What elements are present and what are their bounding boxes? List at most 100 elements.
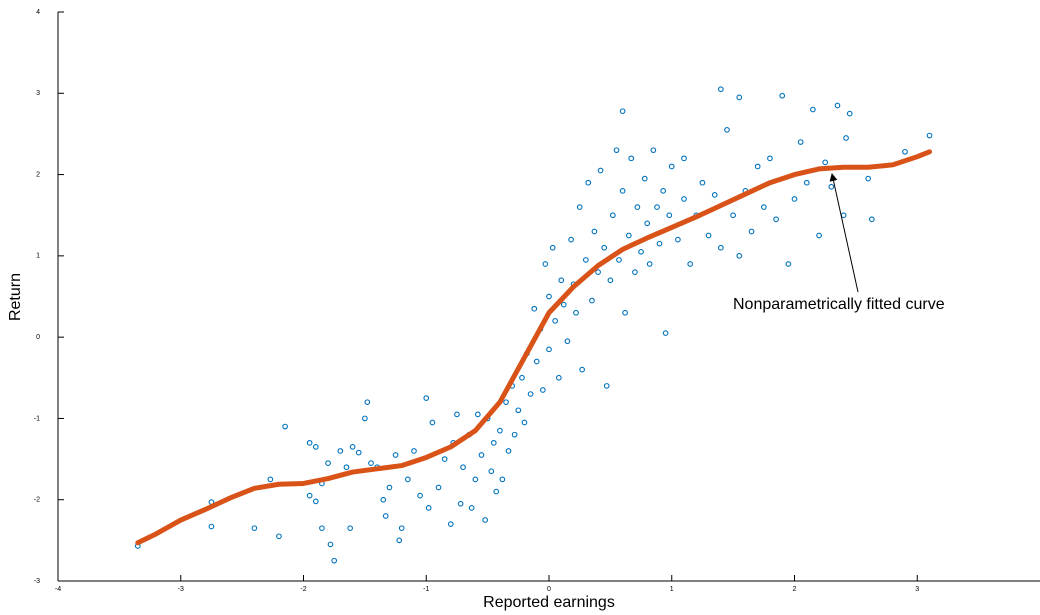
scatter-point <box>736 253 743 259</box>
scatter-point <box>519 374 525 381</box>
x-tick-label: -3 <box>178 586 184 593</box>
scatter-point <box>306 439 313 446</box>
scatter-point <box>834 102 841 109</box>
scatter-point <box>386 484 393 491</box>
scatter-point <box>490 439 497 446</box>
scatter-point <box>468 504 475 511</box>
scatter-point <box>760 204 767 210</box>
scatter-point <box>619 187 626 194</box>
scatter-point <box>454 411 460 418</box>
scatter-point <box>312 498 319 505</box>
scatter-point <box>705 232 712 239</box>
scatter-point <box>754 163 761 170</box>
scatter-point <box>785 261 792 267</box>
scatter-point <box>573 309 579 316</box>
scatter-point <box>549 244 556 251</box>
y-tick-label: 1 <box>36 253 40 260</box>
scatter-point <box>687 261 694 267</box>
scatter-point <box>423 395 430 401</box>
y-tick-label: -2 <box>34 497 40 504</box>
scatter-point <box>435 484 442 491</box>
y-tick-label: 0 <box>36 334 40 341</box>
scatter-point <box>828 183 835 190</box>
scatter-point <box>668 163 675 170</box>
scatter-point <box>382 513 389 519</box>
scatter-point <box>810 106 816 113</box>
scatter-point <box>251 525 258 532</box>
y-tick-label: 2 <box>36 171 40 178</box>
scatter-point <box>675 236 681 243</box>
scatter-point <box>646 261 653 267</box>
scatter-point <box>797 139 804 145</box>
scatter-point <box>355 449 362 456</box>
scatter-point <box>591 228 598 235</box>
scatter-point <box>660 187 667 194</box>
y-tick-label: -3 <box>34 578 40 585</box>
scatter-point <box>208 523 215 530</box>
scatter-point <box>368 460 374 466</box>
scatter-point <box>282 423 288 430</box>
scatter-point <box>331 557 338 564</box>
scatter-point <box>632 269 638 275</box>
scatter-point <box>585 179 592 186</box>
scatter-point <box>616 257 622 263</box>
scatter-point <box>560 301 567 308</box>
scatter-point <box>926 132 933 139</box>
scatter-point <box>711 192 718 198</box>
scatter-point <box>362 415 368 422</box>
scatter-point <box>546 293 552 300</box>
scatter-point <box>499 476 506 483</box>
scatter-point <box>505 448 512 454</box>
x-tick-label: 1 <box>670 586 674 593</box>
annotation-arrow <box>829 173 859 293</box>
scatter-point <box>392 452 399 458</box>
scatter-point <box>681 155 687 162</box>
scatter-point <box>276 533 282 540</box>
scatter-point <box>717 244 724 251</box>
scatter-point <box>552 318 558 324</box>
scatter-point <box>542 261 549 267</box>
x-tick-label: 0 <box>547 586 551 593</box>
scatter-point <box>511 431 518 438</box>
scatter-point <box>527 391 534 397</box>
scatter-point <box>325 460 331 466</box>
scatter-point <box>312 444 319 450</box>
scatter-point <box>497 427 503 434</box>
scatter-point <box>748 228 755 235</box>
scatter-point <box>656 240 663 247</box>
scatter-point <box>558 277 565 284</box>
scatter-point <box>337 448 344 454</box>
scatter-point <box>411 448 417 454</box>
scatter-point <box>493 488 500 495</box>
scatter-point <box>568 236 574 243</box>
scatter-point <box>724 127 730 133</box>
scatter-point <box>816 232 822 239</box>
scatter-point <box>404 476 411 483</box>
scatter-point <box>306 492 313 499</box>
scatter-point <box>425 504 432 511</box>
scatter-point <box>589 297 595 304</box>
scatter-point <box>843 135 849 141</box>
scatter-point <box>503 399 509 406</box>
scatter-point <box>564 338 571 345</box>
x-tick-label: -1 <box>423 586 429 593</box>
y-tick-label: 4 <box>36 9 40 16</box>
scatter-point <box>540 387 546 393</box>
annotation: Nonparametrically fitted curve <box>733 296 945 313</box>
scatter-point <box>779 92 786 99</box>
scatter-point <box>327 541 334 548</box>
x-tick-label: -2 <box>300 586 306 593</box>
scatter-point <box>840 212 847 219</box>
scatter-point <box>555 374 562 381</box>
scatter-point <box>488 468 495 475</box>
scatter-point <box>666 212 673 219</box>
scatter-point <box>654 204 660 210</box>
scatter-point <box>364 399 371 406</box>
scatter-point <box>546 346 552 353</box>
scatter-point <box>822 159 829 166</box>
scatter-point <box>607 277 614 284</box>
scatter-point <box>902 148 908 155</box>
x-tick-label: 3 <box>915 586 919 593</box>
scatter-point <box>717 86 724 93</box>
